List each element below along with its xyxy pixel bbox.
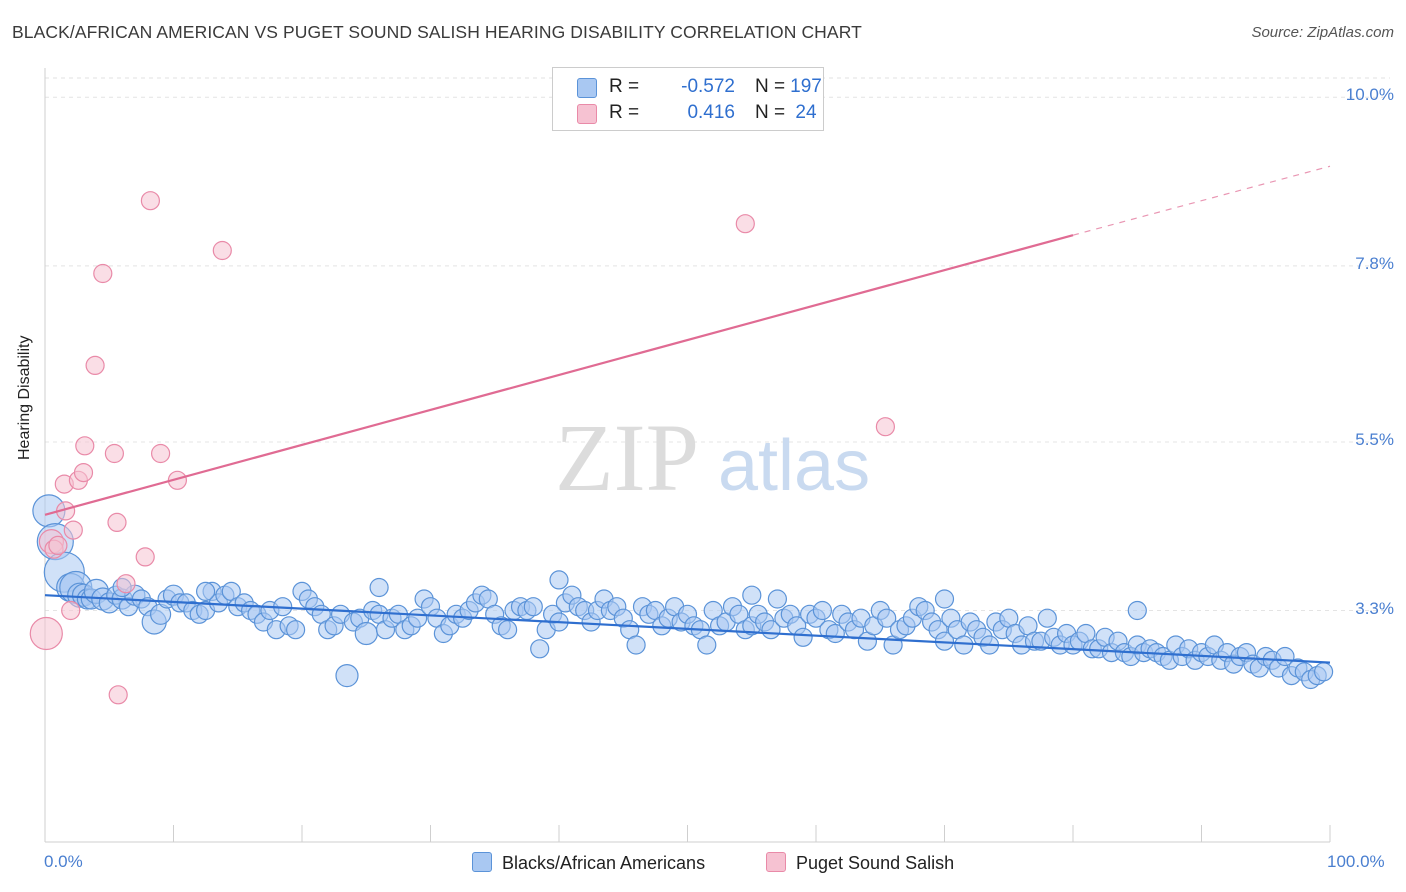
axes <box>44 68 1331 843</box>
bottom-legend-label-pink: Puget Sound Salish <box>796 853 955 873</box>
watermark-zip: ZIP <box>555 404 699 511</box>
y-tick-label: 10.0% <box>1345 85 1394 105</box>
y-tick-label: 7.8% <box>1355 253 1394 273</box>
data-point <box>549 570 569 590</box>
y-tick-label: 5.5% <box>1355 430 1394 449</box>
data-point <box>63 520 83 540</box>
gridlines <box>45 77 1390 612</box>
data-point <box>742 585 762 605</box>
data-point <box>135 547 155 567</box>
data-point <box>85 355 105 375</box>
data-point <box>697 635 717 655</box>
bottom-legend-swatch-blue <box>472 852 492 872</box>
x-tick-label-min: 0.0% <box>44 852 83 871</box>
data-point <box>93 263 113 284</box>
data-point <box>523 597 543 617</box>
data-point <box>626 635 646 655</box>
bottom-legend-pink: Puget Sound Salish <box>766 852 954 874</box>
data-point <box>140 191 160 211</box>
stats-legend: R = -0.572 N = 197 R = 0.416 N = 24 <box>552 67 824 131</box>
legend-r-value: 0.416 <box>687 102 735 123</box>
data-point <box>498 620 518 640</box>
legend-n-value: 24 <box>795 102 817 123</box>
x-tick-label-max: 100.0% <box>1327 852 1385 871</box>
data-point <box>354 621 378 646</box>
data-point <box>107 512 127 533</box>
watermark: ZIP atlas <box>555 404 870 511</box>
data-point <box>151 443 171 464</box>
legend-swatch-pink <box>577 104 597 124</box>
data-point <box>369 577 389 598</box>
legend-swatch-blue <box>577 78 597 98</box>
data-point <box>73 463 94 483</box>
legend-r-label: R = <box>609 102 640 123</box>
data-point <box>108 685 128 705</box>
data-point <box>793 627 813 647</box>
bottom-legend-blue: Blacks/African Americans <box>472 852 705 874</box>
data-point <box>875 417 896 437</box>
data-point <box>1037 608 1057 628</box>
chart-title: BLACK/AFRICAN AMERICAN VS PUGET SOUND SA… <box>12 22 862 42</box>
data-point <box>29 616 63 651</box>
data-point <box>1127 600 1147 621</box>
legend-n-label: N = <box>755 102 786 123</box>
data-point <box>877 608 897 628</box>
data-point <box>61 600 81 621</box>
legend-n-label: N = <box>755 76 786 97</box>
trend-line-pink <box>44 234 1074 516</box>
trend-line-blue <box>44 594 1331 664</box>
data-point <box>812 600 833 621</box>
data-point <box>116 574 136 594</box>
bottom-legend-label-blue: Blacks/African Americans <box>502 853 706 873</box>
data-point <box>530 639 550 659</box>
data-point <box>767 589 788 609</box>
data-point <box>954 635 974 655</box>
y-tick-label: 3.3% <box>1355 598 1394 618</box>
data-point <box>825 623 845 644</box>
trend-lines <box>44 165 1331 664</box>
data-point <box>286 620 306 640</box>
data-point <box>1313 662 1334 682</box>
trend-line-pink-extension <box>1072 165 1331 236</box>
legend-r-value: -0.572 <box>681 76 735 97</box>
source-label: Source: ZipAtlas.com <box>1251 24 1394 41</box>
series-puget-sound-salish <box>29 191 896 705</box>
data-point <box>48 535 68 556</box>
bottom-legend-swatch-pink <box>766 852 786 872</box>
data-point <box>934 589 955 609</box>
watermark-atlas: atlas <box>718 426 870 506</box>
data-point <box>75 436 95 456</box>
data-point <box>735 214 755 234</box>
data-point <box>335 663 359 688</box>
legend-n-value: 197 <box>790 76 822 97</box>
data-point <box>196 581 216 602</box>
series-blacks-african-americans <box>32 494 1334 690</box>
data-point <box>212 240 232 261</box>
legend-r-label: R = <box>609 76 640 97</box>
data-point <box>104 443 125 464</box>
